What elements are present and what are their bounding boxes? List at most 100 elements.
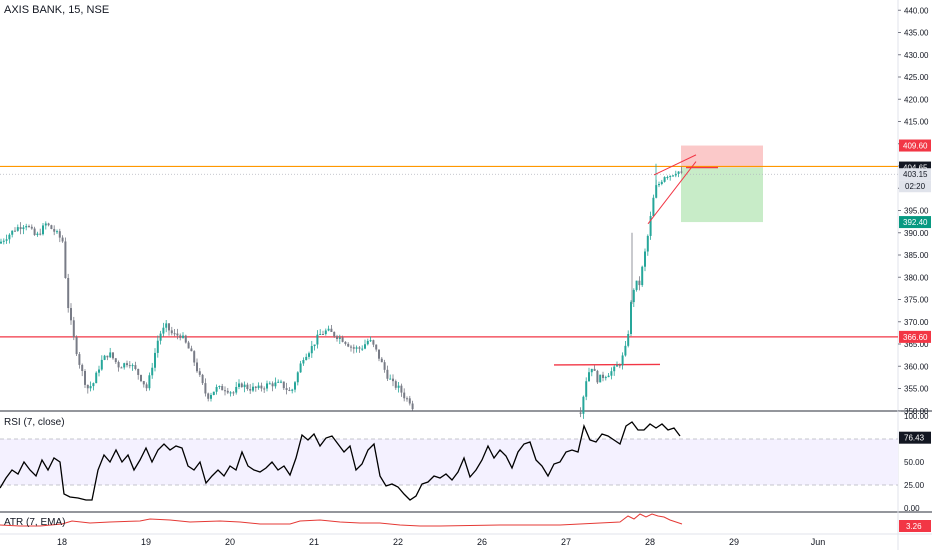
candle — [165, 320, 168, 333]
candle — [154, 348, 156, 372]
candle-body — [252, 386, 254, 391]
candle — [299, 360, 302, 373]
candle — [238, 379, 240, 390]
candle — [268, 381, 271, 385]
candle-body — [607, 375, 610, 378]
candle — [14, 227, 16, 232]
candle — [632, 288, 635, 308]
candle — [142, 380, 145, 388]
candle-body — [215, 386, 218, 392]
candle-body — [621, 355, 624, 366]
badge-label: 392.40 — [903, 218, 928, 227]
time-tick-label: 20 — [225, 537, 235, 547]
candle — [243, 381, 246, 393]
candle-body — [134, 365, 137, 369]
countdown-badge: 02:20 — [899, 180, 931, 193]
candle-body — [579, 412, 582, 414]
time-tick-label: 22 — [393, 537, 403, 547]
candle — [380, 356, 383, 363]
candle-body — [100, 359, 103, 370]
candle — [361, 345, 364, 351]
badge-bg — [899, 139, 931, 152]
candle-body — [380, 358, 383, 363]
candle — [406, 396, 408, 402]
candle — [677, 171, 680, 178]
candle-body — [599, 374, 602, 383]
candle-body — [652, 197, 655, 217]
candle — [25, 223, 28, 231]
candle-body — [361, 348, 364, 350]
candle-body — [179, 335, 182, 338]
candle-body — [39, 233, 42, 235]
candle-body — [624, 345, 627, 356]
candle-body — [30, 226, 33, 229]
candle-body — [274, 382, 277, 387]
candle — [221, 383, 224, 391]
candle — [162, 322, 165, 337]
candle-body — [593, 368, 596, 371]
candle-body — [383, 362, 386, 370]
badge-label: 404.65 — [903, 164, 928, 173]
candle — [674, 170, 677, 178]
candle — [383, 359, 386, 373]
candle-body — [257, 385, 260, 388]
candle — [72, 316, 75, 341]
candle-body — [201, 374, 204, 384]
candle-body — [663, 177, 666, 182]
candle — [212, 391, 215, 396]
price-tick-label: 370.00 — [904, 318, 929, 327]
candle-body — [145, 384, 148, 389]
candle-body — [128, 365, 131, 367]
candle-body — [369, 340, 372, 342]
candle-body — [176, 333, 179, 336]
badge-label: 366.60 — [903, 333, 928, 342]
candle — [352, 344, 355, 354]
candle-body — [61, 237, 64, 242]
time-tick-label: 26 — [477, 537, 487, 547]
candle-body — [277, 381, 280, 383]
candle-body — [254, 386, 257, 388]
price-tick-label: 390.00 — [904, 229, 929, 238]
candle — [168, 322, 170, 336]
candle — [201, 373, 204, 385]
time-tick-label: 29 — [729, 537, 739, 547]
candle-body — [131, 365, 134, 367]
price-tick-label: 420.00 — [904, 95, 929, 104]
candle — [336, 334, 338, 342]
candle — [280, 379, 282, 384]
candle — [70, 303, 72, 325]
price-tick-label: 355.00 — [904, 385, 929, 394]
candle — [53, 225, 56, 236]
candle — [593, 365, 596, 371]
candle-body — [109, 352, 112, 358]
candle-body — [16, 227, 19, 231]
candle — [408, 395, 411, 406]
candle — [86, 384, 89, 394]
candle-body — [378, 349, 380, 359]
candle — [355, 345, 358, 353]
candle — [327, 325, 330, 332]
candle-body — [126, 363, 128, 366]
candle-body — [263, 388, 266, 390]
chart-title: AXIS BANK, 15, NSE — [4, 4, 110, 16]
candle — [145, 382, 148, 392]
candle-body — [207, 393, 210, 399]
candle — [590, 368, 593, 377]
candle — [218, 385, 221, 390]
candle — [44, 221, 47, 230]
candle — [316, 330, 319, 349]
rsi-band — [0, 439, 898, 485]
candle — [641, 265, 644, 287]
candle — [109, 347, 112, 359]
candle-body — [324, 330, 327, 335]
candle-body — [137, 368, 140, 375]
candle — [249, 384, 252, 394]
candle — [50, 224, 53, 230]
candle-body — [680, 171, 683, 173]
candle — [148, 372, 151, 391]
rsi-pane-label: RSI (7, close) — [4, 417, 65, 428]
badge-bg — [899, 168, 931, 181]
candle-body — [288, 389, 291, 391]
